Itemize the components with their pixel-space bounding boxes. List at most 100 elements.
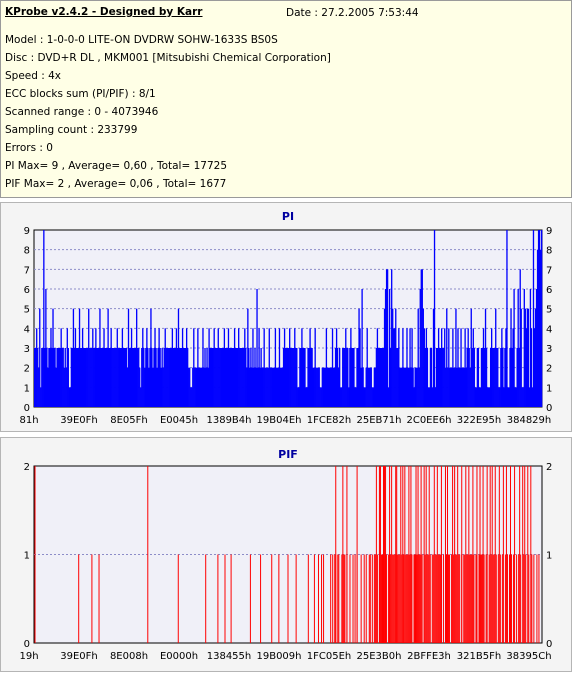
x-tick-label: 25EB71h: [357, 415, 402, 426]
pi-bar: [53, 348, 55, 407]
pi-bar: [161, 348, 163, 407]
pi-bar: [279, 367, 282, 407]
y-tick-label-left: 2: [24, 364, 30, 375]
pi-bar: [524, 308, 526, 407]
pi-bar: [108, 348, 110, 407]
y-tick-label-right: 2: [546, 462, 552, 473]
pi-bar: [90, 348, 92, 407]
pi-bar: [216, 348, 218, 407]
info-pif-summary: PIF Max= 2 , Average= 0,06 , Total= 1677: [5, 178, 227, 190]
pi-bar: [237, 348, 239, 407]
pi-bar: [146, 328, 148, 407]
pi-bar: [382, 348, 385, 407]
pi-bar: [77, 348, 80, 407]
pi-bar: [240, 348, 242, 407]
pi-bar: [323, 367, 326, 407]
pi-bar: [82, 348, 85, 407]
pi-bar: [445, 367, 447, 407]
pi-bar: [394, 328, 396, 407]
pi-bar: [516, 348, 518, 407]
pi-bar: [299, 348, 301, 407]
pi-bar: [196, 367, 198, 407]
pi-bar: [401, 367, 403, 407]
pi-bar: [531, 387, 534, 407]
pi-bar: [523, 289, 525, 407]
pi-bar: [529, 289, 532, 407]
pi-bar: [50, 328, 52, 407]
x-tick-label: 1389B4h: [206, 415, 251, 426]
y-tick-label-right: 2: [546, 364, 552, 375]
chart-title: PI: [282, 210, 294, 223]
pi-bar: [231, 348, 234, 407]
pi-bar: [459, 367, 461, 407]
info-model: Model : 1-0-0-0 LITE-ON DVDRW SOHW-1633S…: [5, 34, 278, 46]
x-tick-label: 1FC05Eh: [307, 651, 351, 662]
pi-bar: [244, 328, 246, 407]
pi-chart: PI 0 0 1 1 2 2 3 3 4 4 5 5 6 6 7 7 8 8 9 9 81h 39E0Fh 8E05Fh E00…: [19, 210, 552, 426]
pi-bar: [330, 367, 333, 407]
pi-bar: [179, 348, 182, 407]
x-tick-label: 8E05Fh: [110, 415, 148, 426]
pi-bar: [111, 348, 113, 407]
pi-bar: [221, 348, 224, 407]
pi-bar: [444, 328, 446, 407]
pi-bar: [155, 348, 157, 407]
pi-bar: [494, 348, 496, 407]
pi-bar: [106, 348, 108, 407]
pi-bar: [439, 348, 442, 407]
pi-bar: [413, 387, 415, 407]
x-tick-label: 39E0Fh: [60, 415, 98, 426]
pi-bar: [259, 367, 261, 407]
pi-bar: [139, 367, 141, 407]
y-tick-label-right: 0: [546, 403, 552, 414]
pi-bar: [153, 348, 155, 407]
pi-bar: [193, 328, 195, 407]
pi-bar: [406, 328, 408, 407]
pi-bar: [131, 348, 134, 407]
pi-bar: [475, 387, 478, 407]
pi-bar: [100, 348, 102, 407]
pi-bar: [317, 367, 319, 407]
y-tick-label-left: 1: [24, 551, 30, 562]
pi-bar: [499, 387, 501, 407]
pi-bar: [393, 328, 395, 407]
pi-bar: [162, 367, 164, 407]
pi-bar: [86, 348, 88, 407]
pi-bar: [437, 328, 440, 407]
y-tick-label-left: 9: [24, 226, 30, 237]
pi-bar: [539, 249, 542, 407]
pi-bar: [228, 348, 231, 407]
info-panel: KProbe v2.4.2 - Designed by Karr Date : …: [0, 0, 572, 198]
pi-bar: [431, 387, 434, 407]
pi-bar: [42, 348, 44, 407]
pi-bar: [295, 348, 297, 407]
pi-bar: [487, 387, 490, 407]
pi-bar: [176, 348, 179, 407]
pi-bar: [64, 348, 66, 407]
pi-bar: [105, 348, 107, 407]
pi-bar: [410, 367, 412, 407]
pi-bar: [51, 348, 53, 407]
pi-bar: [171, 328, 174, 407]
info-speed: Speed : 4x: [5, 70, 62, 82]
pi-bar: [355, 387, 357, 407]
pi-bar: [371, 387, 373, 407]
pi-bar: [222, 348, 225, 407]
pi-bar: [474, 387, 476, 407]
pi-bar: [256, 289, 258, 407]
x-tick-label: 19B04Eh: [257, 415, 302, 426]
pi-bar: [136, 308, 138, 407]
pi-bar: [451, 367, 453, 407]
pi-bar: [449, 367, 451, 407]
pi-bar: [365, 367, 367, 407]
pi-bar: [195, 367, 197, 407]
pi-bar: [476, 348, 479, 407]
pi-bar: [246, 367, 248, 407]
pi-bar: [234, 348, 237, 407]
pi-bar: [324, 367, 327, 407]
pi-bar: [125, 348, 128, 407]
pi-bar: [178, 348, 181, 407]
pi-bar: [501, 328, 503, 407]
pi-bar: [344, 348, 346, 407]
pi-bar: [156, 367, 158, 407]
